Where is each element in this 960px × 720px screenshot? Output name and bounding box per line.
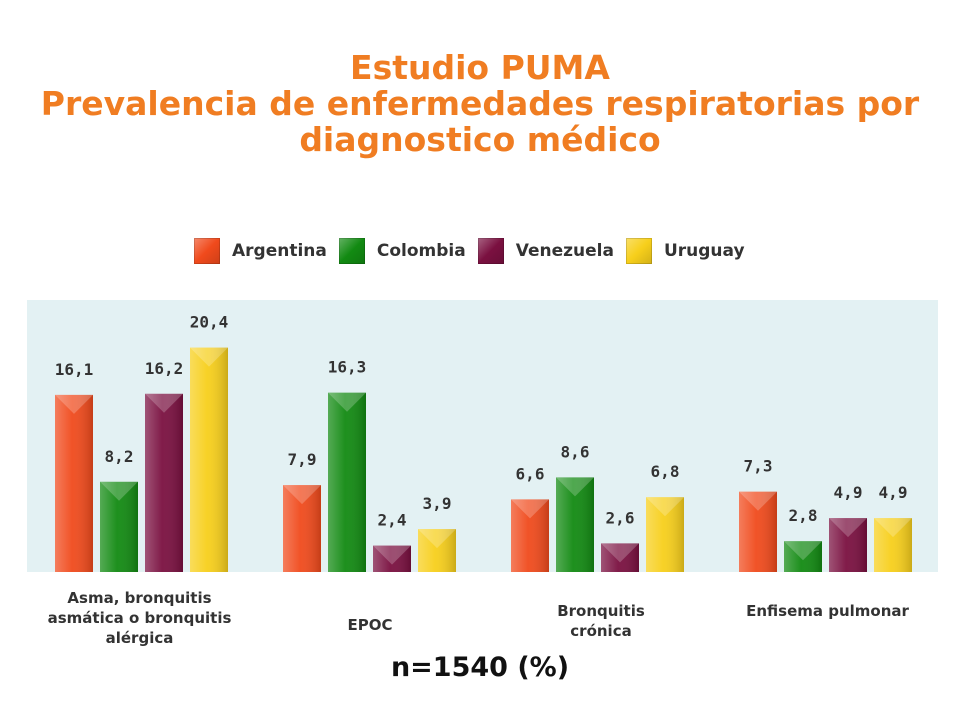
legend-swatch-venezuela <box>477 238 504 264</box>
bar-shine-uruguay-1 <box>418 529 456 572</box>
legend-label-venezuela: Venezuela <box>515 241 614 261</box>
value-label-colombia-2: 8,6 <box>561 442 590 461</box>
bar-shine-argentina-1 <box>283 485 321 572</box>
legend-swatch-argentina <box>194 238 220 264</box>
bar-cap-venezuela-2 <box>601 543 639 563</box>
bar-shine-argentina-2 <box>511 499 549 572</box>
legend-item-argentina: Argentina <box>194 238 327 264</box>
bar-shine-colombia-0 <box>100 481 138 572</box>
title-line-3: diagnostico médico <box>299 120 661 159</box>
legend-item-uruguay: Uruguay <box>625 238 745 264</box>
bar-shine-venezuela-0 <box>145 393 183 572</box>
value-label-venezuela-3: 4,9 <box>834 483 863 502</box>
legend-swatch-colombia <box>338 238 365 264</box>
bar-cap-argentina-0 <box>55 394 93 414</box>
bar-shine-argentina-0 <box>55 394 93 572</box>
value-label-colombia-3: 2,8 <box>789 506 818 525</box>
value-label-argentina-2: 6,6 <box>516 464 545 483</box>
bar-cap-uruguay-1 <box>418 529 456 549</box>
sample-size-note: n=1540 (%) <box>390 652 570 683</box>
value-label-uruguay-3: 4,9 <box>879 483 908 502</box>
legend-label-uruguay: Uruguay <box>663 241 745 261</box>
bar-cap-uruguay-3 <box>874 518 912 538</box>
value-label-uruguay-2: 6,8 <box>651 462 680 481</box>
category-label-asma: Asma, bronquitis asmática o bronquitis a… <box>47 589 232 647</box>
value-label-venezuela-0: 16,2 <box>145 359 184 378</box>
chart-title: Estudio PUMA Prevalencia de enfermedades… <box>0 50 960 158</box>
legend-item-venezuela: Venezuela <box>477 238 614 264</box>
bar-cap-venezuela-1 <box>373 545 411 565</box>
value-label-venezuela-2: 2,6 <box>606 508 635 527</box>
category-label-bronquitis: Bronquitis crónica <box>557 602 645 640</box>
title-line-2: Prevalencia de enfermedades respiratoria… <box>40 84 920 123</box>
value-label-uruguay-1: 3,9 <box>423 494 452 513</box>
bar-shine-colombia-3 <box>784 541 822 572</box>
bar-shine-colombia-2 <box>556 477 594 572</box>
legend-label-colombia: Colombia <box>376 241 466 261</box>
bar-cap-argentina-3 <box>739 491 777 511</box>
value-label-colombia-1: 16,3 <box>328 358 367 377</box>
bar-cap-colombia-1 <box>328 392 366 412</box>
bar-shine-venezuela-2 <box>601 543 639 572</box>
title-line-1: Estudio PUMA <box>350 48 610 87</box>
bar-shine-uruguay-3 <box>874 518 912 572</box>
legend-swatch-uruguay <box>625 238 652 264</box>
bar-cap-uruguay-2 <box>646 497 684 517</box>
bar-cap-colombia-0 <box>100 481 138 501</box>
bar-cap-venezuela-3 <box>829 518 867 538</box>
bar-shine-argentina-3 <box>739 491 777 572</box>
bar-shine-venezuela-3 <box>829 518 867 572</box>
category-label-epoc: EPOC <box>347 616 393 634</box>
bar-cap-argentina-2 <box>511 499 549 519</box>
legend: Argentina Colombia Venezuela Uruguay <box>194 234 757 268</box>
bar-shine-uruguay-2 <box>646 497 684 572</box>
value-label-uruguay-0: 20,4 <box>190 313 229 332</box>
bars-group: 16,1 7,9 6,6 7,3 8,2 16,3 8,6 2,8 16,2 2,4 2,6 4,9 2… <box>55 313 912 572</box>
bar-cap-argentina-1 <box>283 485 321 505</box>
bar-shine-uruguay-0 <box>190 347 228 572</box>
bar-cap-colombia-2 <box>556 477 594 497</box>
bar-cap-uruguay-0 <box>190 347 228 367</box>
category-label-enfisema: Enfisema pulmonar <box>746 602 909 620</box>
legend-item-colombia: Colombia <box>338 238 466 264</box>
value-label-argentina-0: 16,1 <box>55 360 94 379</box>
bar-shine-venezuela-1 <box>373 545 411 572</box>
value-label-colombia-0: 8,2 <box>105 447 134 466</box>
value-label-argentina-1: 7,9 <box>288 450 317 469</box>
bar-cap-colombia-3 <box>784 541 822 561</box>
bar-cap-venezuela-0 <box>145 393 183 413</box>
bar-shine-colombia-1 <box>328 392 366 572</box>
value-label-venezuela-1: 2,4 <box>378 511 407 530</box>
value-label-argentina-3: 7,3 <box>744 457 773 476</box>
legend-label-argentina: Argentina <box>232 241 327 261</box>
